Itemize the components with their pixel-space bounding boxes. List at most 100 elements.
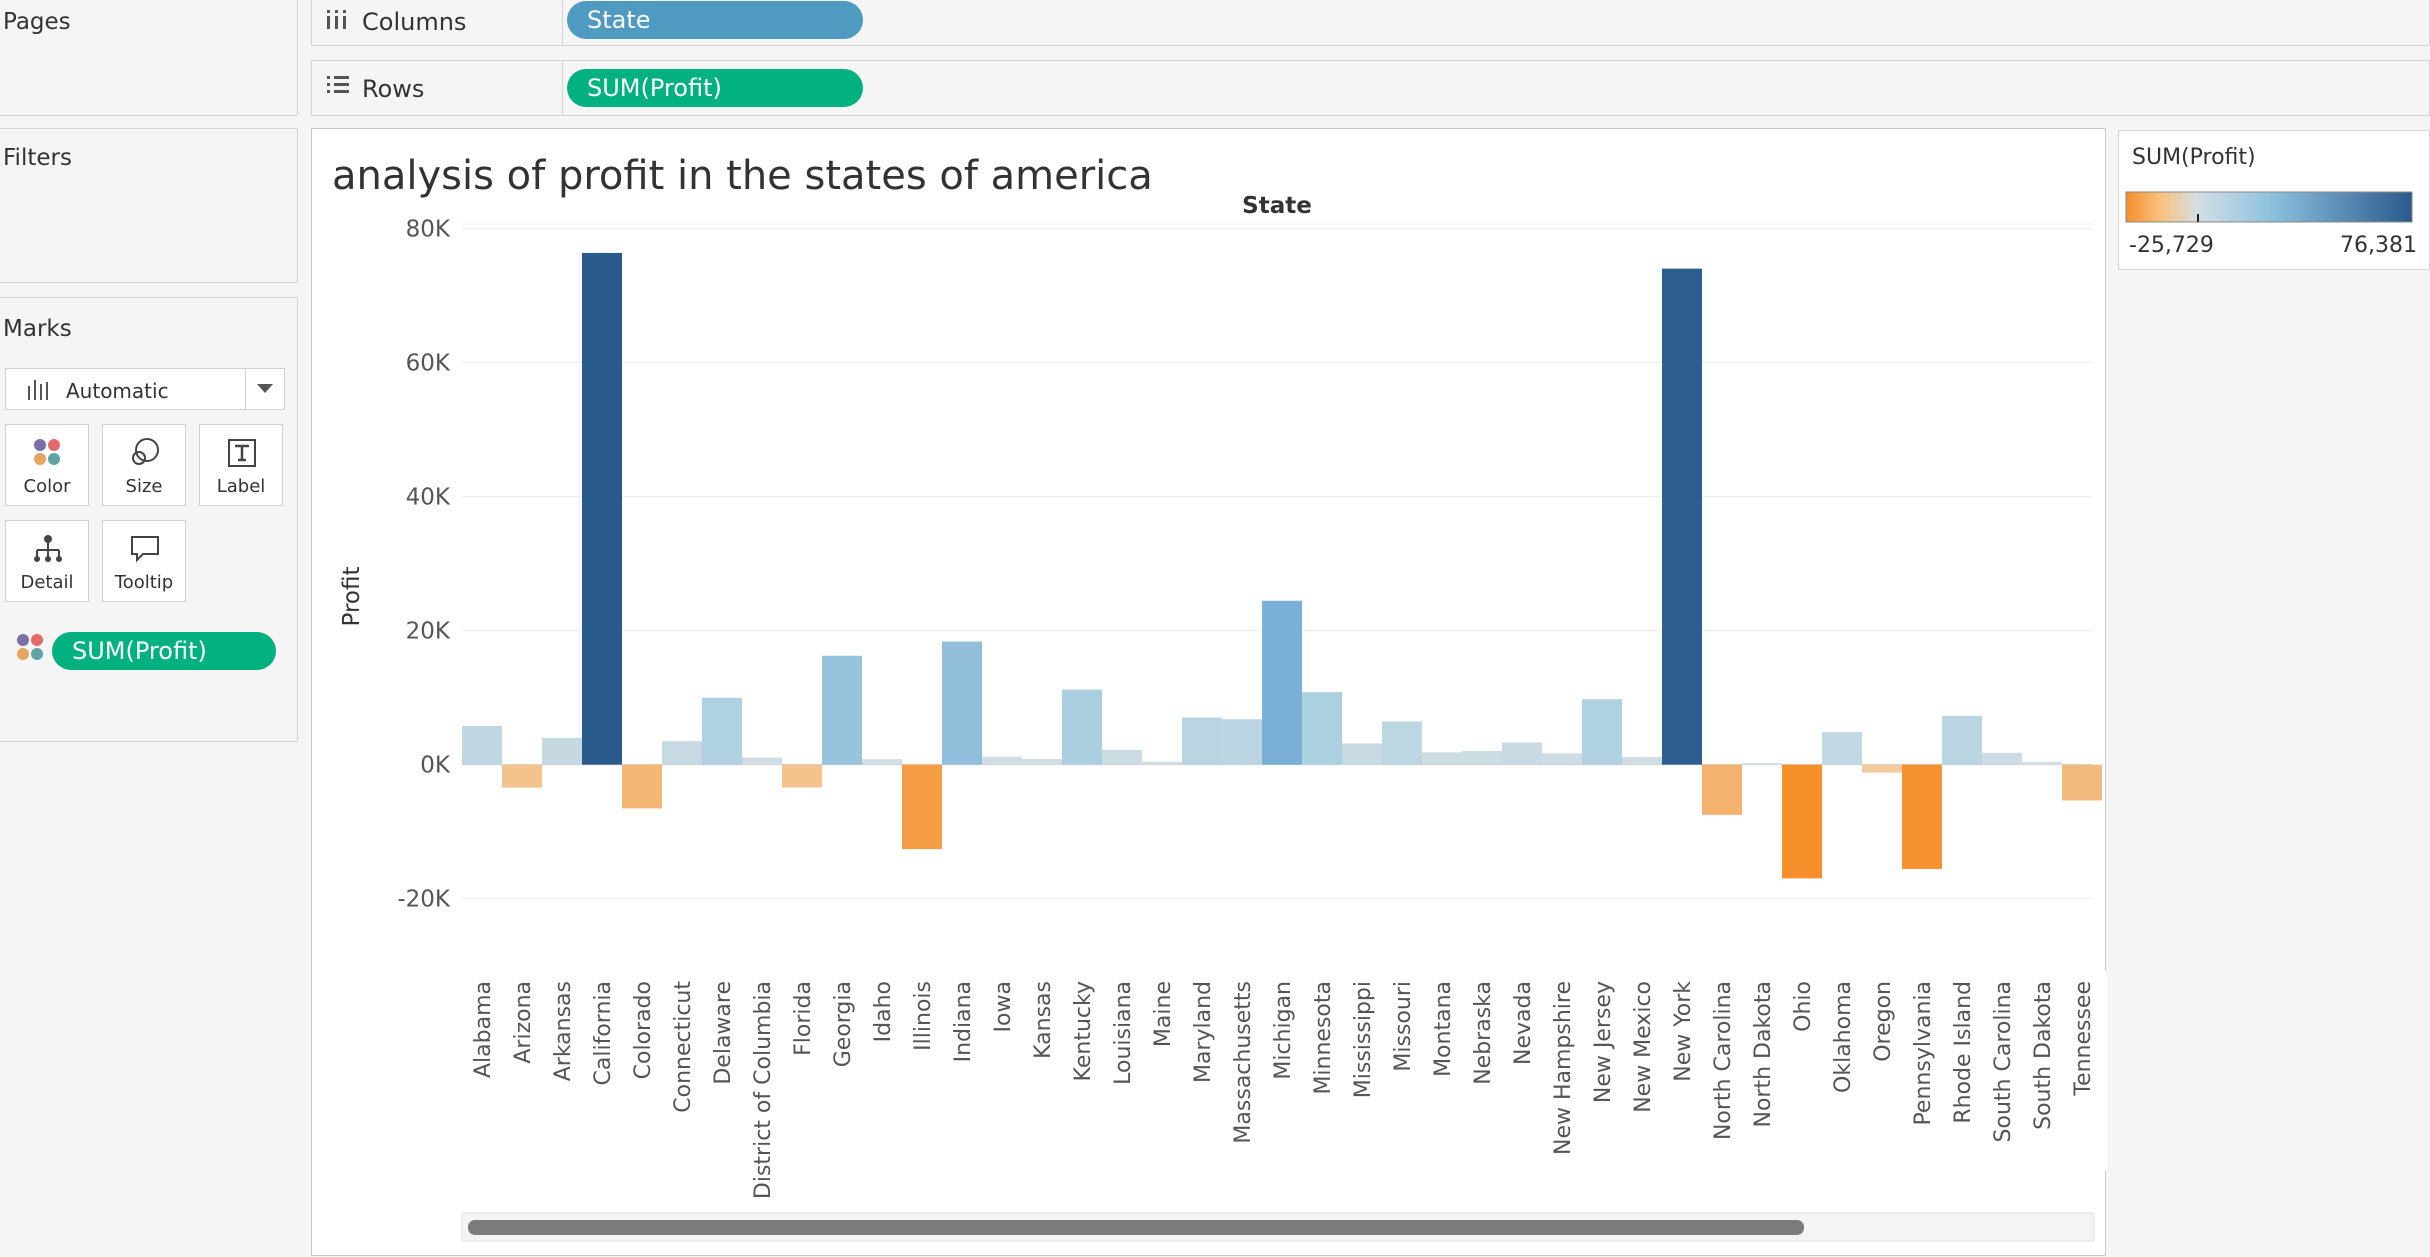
x-tick-label: Iowa — [991, 981, 1016, 1032]
x-tick-label: District of Columbia — [751, 981, 776, 1199]
x-tick-label: Arkansas — [551, 981, 576, 1081]
x-tick-label: Oregon — [1871, 981, 1896, 1062]
bar — [1342, 743, 1382, 765]
x-tick-label: Missouri — [1391, 981, 1416, 1072]
profit-bar-chart: State -20K 0K 20K 40K 60K 80K Profit Alabama Ariz… — [339, 193, 2107, 1242]
x-tick-label: Maryland — [1191, 981, 1216, 1083]
bar — [1262, 600, 1302, 765]
x-tick-label: Nevada — [1511, 981, 1536, 1065]
columns-shelf: Columns State — [311, 0, 2430, 46]
label-t-icon — [228, 439, 256, 467]
detail-button[interactable]: Detail — [5, 520, 89, 602]
label-button-label: Label — [216, 476, 266, 497]
x-axis-overflow-mask — [2094, 971, 2107, 1171]
x-tick-label: Montana — [1431, 981, 1456, 1077]
bar — [1582, 699, 1622, 765]
x-tick-label: New York — [1671, 981, 1696, 1082]
y-axis-title: Profit — [339, 567, 365, 627]
pages-title: Pages — [3, 9, 71, 35]
tooltip-button-label: Tooltip — [114, 572, 174, 593]
bar — [1742, 763, 1782, 765]
color-button-label: Color — [23, 476, 71, 497]
x-tick-label: Georgia — [831, 981, 856, 1067]
bar — [942, 641, 982, 765]
filters-title: Filters — [3, 145, 72, 171]
rows-label: Rows — [362, 75, 425, 103]
legend-max-label: 76,381 — [2340, 233, 2417, 258]
y-tick-label: 40K — [406, 485, 451, 511]
color-button[interactable]: Color — [5, 424, 89, 506]
rows-icon — [327, 76, 349, 93]
filters-card[interactable]: Filters — [0, 128, 298, 283]
scrollbar-thumb[interactable] — [468, 1220, 1804, 1235]
profit-pill[interactable]: SUM(Profit) — [567, 69, 863, 107]
y-tick-label: 60K — [406, 351, 451, 377]
bar — [622, 764, 662, 809]
bar — [2062, 764, 2102, 801]
bar — [1902, 764, 1942, 869]
color-field-pill[interactable]: SUM(Profit) — [52, 632, 276, 670]
x-tick-label: North Carolina — [1711, 981, 1736, 1140]
x-tick-label: South Dakota — [2031, 981, 2056, 1130]
x-tick-label: Nebraska — [1471, 981, 1496, 1085]
bar — [1942, 715, 1982, 765]
size-circles-icon — [132, 438, 159, 465]
bar — [782, 764, 822, 788]
bar-chart-icon — [28, 380, 48, 400]
x-tick-label: New Mexico — [1631, 981, 1656, 1113]
column-header: State — [1242, 193, 1312, 219]
bar — [1382, 721, 1422, 765]
bar — [1102, 749, 1142, 765]
x-tick-label: Oklahoma — [1831, 981, 1856, 1093]
x-tick-label: Maine — [1151, 981, 1176, 1047]
x-tick-label: Kentucky — [1071, 981, 1096, 1081]
tooltip-button[interactable]: Tooltip — [102, 520, 186, 602]
columns-label: Columns — [362, 8, 467, 36]
x-tick-label: Indiana — [951, 981, 976, 1062]
x-tick-label: New Jersey — [1591, 981, 1616, 1103]
x-tick-label: South Carolina — [1991, 981, 2016, 1142]
worksheet-view: analysis of profit in the states of amer… — [311, 128, 2107, 1256]
bar — [1782, 764, 1822, 879]
columns-label-box: Columns — [312, 0, 563, 45]
bar — [1502, 742, 1542, 765]
bar — [1662, 268, 1702, 765]
bar — [702, 697, 742, 765]
detail-tree-icon — [34, 535, 62, 562]
label-button[interactable]: Label — [199, 424, 283, 506]
pages-card: Pages — [0, 0, 298, 116]
x-tick-label: Minnesota — [1311, 981, 1336, 1095]
x-tick-label: Michigan — [1271, 981, 1296, 1080]
bar — [1982, 752, 2022, 765]
bar — [1422, 752, 1462, 765]
bar — [1542, 753, 1582, 765]
state-pill[interactable]: State — [567, 1, 863, 39]
bar — [1702, 764, 1742, 815]
x-tick-label: New Hampshire — [1551, 981, 1576, 1155]
x-tick-label: Massachusetts — [1231, 981, 1256, 1144]
x-tick-label: California — [591, 981, 616, 1085]
mark-type-dropdown[interactable]: Automatic — [5, 368, 285, 410]
mark-type-dropdown-button[interactable] — [245, 369, 284, 409]
x-tick-label: Kansas — [1031, 981, 1056, 1059]
y-tick-label: 0K — [420, 753, 451, 779]
y-tick-label: 20K — [406, 619, 451, 645]
bar — [1142, 761, 1182, 765]
mark-type-label: Automatic — [66, 379, 169, 403]
y-tick-label: 80K — [406, 217, 451, 243]
x-tick-label: Connecticut — [671, 981, 696, 1113]
legend-title: SUM(Profit) — [2132, 145, 2256, 170]
bar — [2022, 762, 2062, 765]
size-button[interactable]: Size — [102, 424, 186, 506]
bar — [1862, 764, 1902, 773]
marks-title: Marks — [3, 316, 72, 342]
bar — [462, 725, 502, 765]
x-tick-label: Pennsylvania — [1911, 981, 1936, 1126]
x-tick-label: Tennessee — [2071, 981, 2096, 1097]
legend-color-ramp — [2125, 191, 2413, 223]
bar — [1462, 751, 1502, 765]
x-tick-label: Delaware — [711, 981, 736, 1085]
rows-label-box: Rows — [312, 61, 563, 115]
bar — [822, 655, 862, 765]
bar — [1062, 689, 1102, 765]
